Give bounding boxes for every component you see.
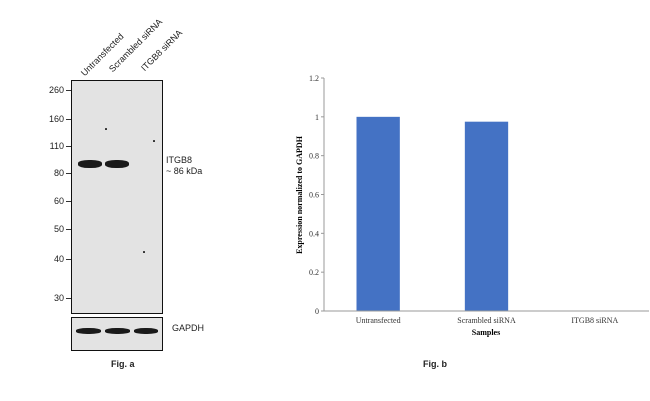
mw-marker-160: 160	[48, 114, 64, 124]
mw-marker-80: 80	[53, 168, 64, 178]
blot-speck	[105, 128, 107, 130]
bar	[356, 116, 400, 311]
x-tick-label: ITGB8 siRNA	[571, 316, 618, 325]
x-tick-label: Untransfected	[356, 316, 401, 325]
gapdh-band-untransfected	[76, 328, 101, 334]
y-tick-label: 0.4	[309, 229, 319, 238]
mw-tick	[66, 173, 71, 174]
target-size-label: ~ 86 kDa	[166, 166, 203, 176]
mw-tick	[66, 259, 71, 260]
loading-control-label: GAPDH	[172, 323, 205, 333]
bar	[464, 121, 509, 311]
y-axis-title: Expression normalized to GAPDH	[295, 135, 304, 254]
band-untransfected	[78, 160, 102, 168]
mw-marker-110: 110	[49, 141, 64, 151]
band-scrambled	[105, 160, 129, 168]
mw-tick	[66, 298, 71, 299]
blot-speck	[143, 251, 145, 253]
bars	[356, 116, 509, 311]
y-tick-label: 0.8	[309, 152, 319, 161]
mw-marker-50: 50	[53, 224, 64, 234]
x-axis: Untransfected Scrambled siRNA ITGB8 siRNA	[324, 310, 649, 325]
mw-tick	[66, 119, 71, 120]
gapdh-band-scrambled	[105, 328, 130, 334]
mw-tick	[66, 146, 71, 147]
blot-panel-gapdh	[71, 317, 163, 351]
y-tick-label: 0	[315, 307, 319, 316]
mw-tick	[66, 229, 71, 230]
x-axis-title: Samples	[472, 328, 500, 337]
gapdh-band-itgb8-sirna	[134, 328, 158, 334]
x-tick-label: Scrambled siRNA	[457, 316, 516, 325]
mw-marker-60: 60	[53, 196, 64, 206]
mw-marker-30: 30	[53, 293, 64, 303]
y-axis: 0 0.2 0.4 0.6 0.8 1 1.2	[309, 74, 325, 316]
blot-panel-itgb8	[71, 80, 163, 314]
mw-tick	[66, 201, 71, 202]
blot-speck	[153, 140, 155, 142]
y-tick-label: 0.2	[309, 268, 319, 277]
y-tick-label: 1	[315, 113, 319, 122]
figure-a-caption: Fig. a	[111, 359, 135, 369]
mw-marker-40: 40	[53, 254, 64, 264]
mw-marker-260: 260	[48, 85, 64, 95]
figure-b-caption: Fig. b	[423, 359, 447, 369]
mw-tick	[66, 90, 71, 91]
target-protein-label: ITGB8	[166, 155, 193, 165]
y-tick-label: 1.2	[309, 74, 319, 83]
y-tick-label: 0.6	[309, 191, 319, 200]
